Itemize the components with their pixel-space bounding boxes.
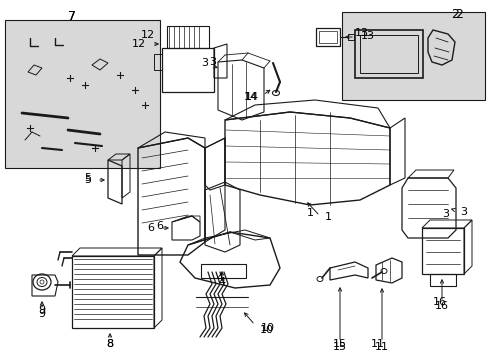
Text: 3: 3 [459, 207, 466, 217]
Text: 3: 3 [209, 57, 216, 67]
Bar [354, 30, 422, 78]
Text: 14: 14 [244, 92, 259, 102]
Bar [5, 20, 160, 168]
Text: 1: 1 [325, 212, 331, 222]
Bar [359, 35, 417, 73]
Text: 15: 15 [332, 342, 346, 352]
Text: 12: 12 [141, 30, 155, 40]
Text: 8: 8 [106, 339, 113, 349]
Text: 11: 11 [370, 339, 384, 349]
Bar [167, 26, 208, 48]
Bar [162, 48, 214, 92]
Bar [347, 34, 353, 40]
Text: 4: 4 [218, 277, 225, 287]
Text: 6: 6 [147, 223, 154, 233]
Bar [315, 28, 339, 46]
Text: 16: 16 [432, 297, 446, 307]
Text: 6: 6 [156, 221, 163, 231]
Text: 12: 12 [132, 39, 146, 49]
Text: 14: 14 [244, 92, 258, 102]
Text: 7: 7 [68, 10, 76, 23]
Bar [421, 228, 463, 274]
Text: 3: 3 [201, 58, 207, 68]
Text: 16: 16 [434, 301, 448, 311]
Text: 4: 4 [216, 273, 223, 283]
Text: 7: 7 [68, 10, 76, 23]
Bar [341, 12, 484, 100]
Text: 10: 10 [261, 323, 274, 333]
Bar [201, 264, 245, 278]
Bar [318, 31, 336, 43]
Text: 15: 15 [332, 339, 346, 349]
Text: 13: 13 [354, 28, 368, 38]
Text: 8: 8 [106, 339, 113, 349]
Text: 1: 1 [306, 208, 313, 218]
Text: 9: 9 [39, 305, 45, 315]
Text: 10: 10 [260, 325, 273, 335]
Text: 9: 9 [39, 309, 45, 319]
Bar [72, 256, 154, 328]
Text: 5: 5 [84, 175, 91, 185]
Text: 11: 11 [374, 342, 388, 352]
Text: 3: 3 [442, 209, 448, 219]
Bar [154, 54, 162, 70]
Text: 5: 5 [84, 173, 91, 183]
Text: 13: 13 [360, 31, 374, 41]
Text: 2: 2 [454, 8, 462, 21]
Text: 2: 2 [450, 8, 458, 21]
Bar [429, 274, 455, 286]
